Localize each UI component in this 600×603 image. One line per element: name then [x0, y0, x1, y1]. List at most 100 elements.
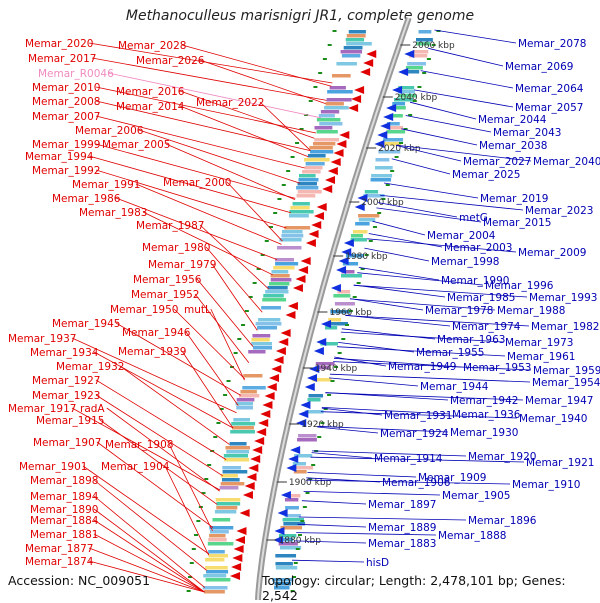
feature-block-left [216, 506, 238, 510]
tick-mark [422, 72, 427, 74]
feature-block-right [325, 326, 338, 330]
tick-mark [191, 548, 196, 550]
gene-connector-right [367, 238, 517, 253]
feature-block-right [405, 66, 423, 70]
feature-block-left [231, 422, 256, 426]
gene-label-right: Memar_2038 [479, 140, 547, 152]
feature-block-left [275, 258, 294, 262]
gene-connector-right [321, 407, 383, 416]
feature-block-left [346, 34, 366, 38]
feature-block-right [312, 378, 332, 382]
forward-gene-arrow [260, 410, 271, 418]
reverse-gene-arrow [316, 338, 327, 346]
feature-block-left [309, 146, 333, 150]
feature-block-left [289, 214, 309, 218]
gene-connector-right [294, 540, 367, 544]
forward-gene-arrow [363, 59, 374, 67]
gene-connector-right [420, 70, 514, 89]
feature-block-left [263, 294, 284, 298]
tick-mark [317, 436, 322, 438]
gene-label-left: Memar_1932 [56, 361, 124, 373]
tick-mark [248, 296, 253, 298]
tick-mark [273, 212, 278, 214]
tick-mark [230, 366, 235, 368]
feature-block-left [307, 154, 326, 158]
gene-connector-left [88, 42, 333, 84]
forward-gene-arrow [280, 329, 291, 337]
reverse-gene-arrow [343, 239, 354, 247]
tick-mark [327, 44, 332, 46]
kbp-label: 1960 kbp [329, 308, 372, 318]
feature-block-left [204, 590, 225, 594]
feature-block-left [277, 246, 302, 250]
tick-mark [264, 240, 269, 242]
gene-connector-left [88, 547, 205, 593]
tick-mark [337, 352, 342, 354]
gene-label-left: Memar_2007 [32, 111, 100, 123]
feature-block-right [315, 362, 335, 366]
gene-connector-left [93, 351, 234, 429]
forward-gene-arrow [354, 86, 365, 94]
tick-mark [341, 338, 346, 340]
gene-label-right: Memar_1998 [431, 256, 499, 268]
gene-connector-right [329, 373, 531, 383]
gene-connector-right [305, 479, 511, 485]
feature-block-right [355, 222, 370, 226]
feature-block-left [261, 306, 282, 310]
feature-block-left [326, 98, 352, 102]
gene-label-right: Memar_2004 [427, 230, 496, 242]
reverse-gene-arrow [336, 266, 347, 274]
gene-label-right: Memar_1897 [368, 499, 436, 511]
feature-block-left [325, 102, 344, 106]
feature-block-right [285, 506, 299, 510]
gene-connector-left [91, 57, 327, 101]
feature-block-right [278, 534, 297, 538]
gene-label-right: Memar_2015 [483, 217, 551, 229]
gene-label-right: Memar_1947 [525, 395, 593, 407]
gene-connector-right [358, 267, 440, 281]
tick-mark [322, 58, 327, 60]
feature-block-right [280, 546, 302, 550]
forward-gene-arrow [233, 545, 244, 553]
feature-block-right [284, 498, 299, 502]
gene-connector-right [353, 284, 528, 298]
genome-title: Methanoculleus marisnigri JR1, complete … [125, 8, 475, 24]
feature-block-left [269, 282, 290, 286]
gene-label-left: Memar_1992 [32, 165, 100, 177]
tick-mark [345, 324, 350, 326]
reverse-gene-arrow [313, 347, 324, 355]
reverse-gene-arrow [274, 527, 285, 535]
gene-connector-right [396, 144, 532, 162]
feature-block-right [297, 438, 317, 442]
forward-gene-arrow [230, 572, 241, 580]
gene-label-right: Memar_1959 [533, 365, 600, 377]
forward-gene-arrow [348, 104, 359, 112]
feature-block-right [308, 394, 324, 398]
feature-block-right [374, 166, 393, 170]
feature-block-right [412, 50, 429, 54]
topology-label: Topology: circular; Length: 2,478,101 bp… [262, 573, 566, 603]
feature-block-right [283, 522, 306, 526]
gene-connector-right [297, 523, 367, 528]
gene-label-left: Memar_1950 [110, 304, 178, 316]
gene-label-left: Memar_R0046 [38, 68, 114, 80]
feature-block-left [223, 454, 248, 458]
gene-label-left: Memar_2026 [136, 55, 205, 67]
reverse-gene-arrow [377, 131, 388, 139]
feature-block-left [327, 90, 353, 94]
reverse-gene-arrow [383, 113, 394, 121]
feature-block-right [398, 90, 415, 94]
gene-connector-left [138, 129, 301, 184]
forward-gene-arrow [239, 509, 250, 517]
tick-mark [431, 44, 436, 46]
forward-gene-arrow [330, 158, 341, 166]
feature-block-right [350, 238, 367, 242]
feature-block-right [274, 582, 292, 586]
gene-connector-left [199, 59, 326, 104]
gene-connector-left [226, 181, 283, 242]
tick-mark [290, 156, 295, 158]
gene-label-left: Memar_2022 [196, 97, 264, 109]
tick-mark [204, 478, 209, 480]
forward-gene-arrow [311, 221, 322, 229]
feature-block-left [304, 166, 323, 170]
